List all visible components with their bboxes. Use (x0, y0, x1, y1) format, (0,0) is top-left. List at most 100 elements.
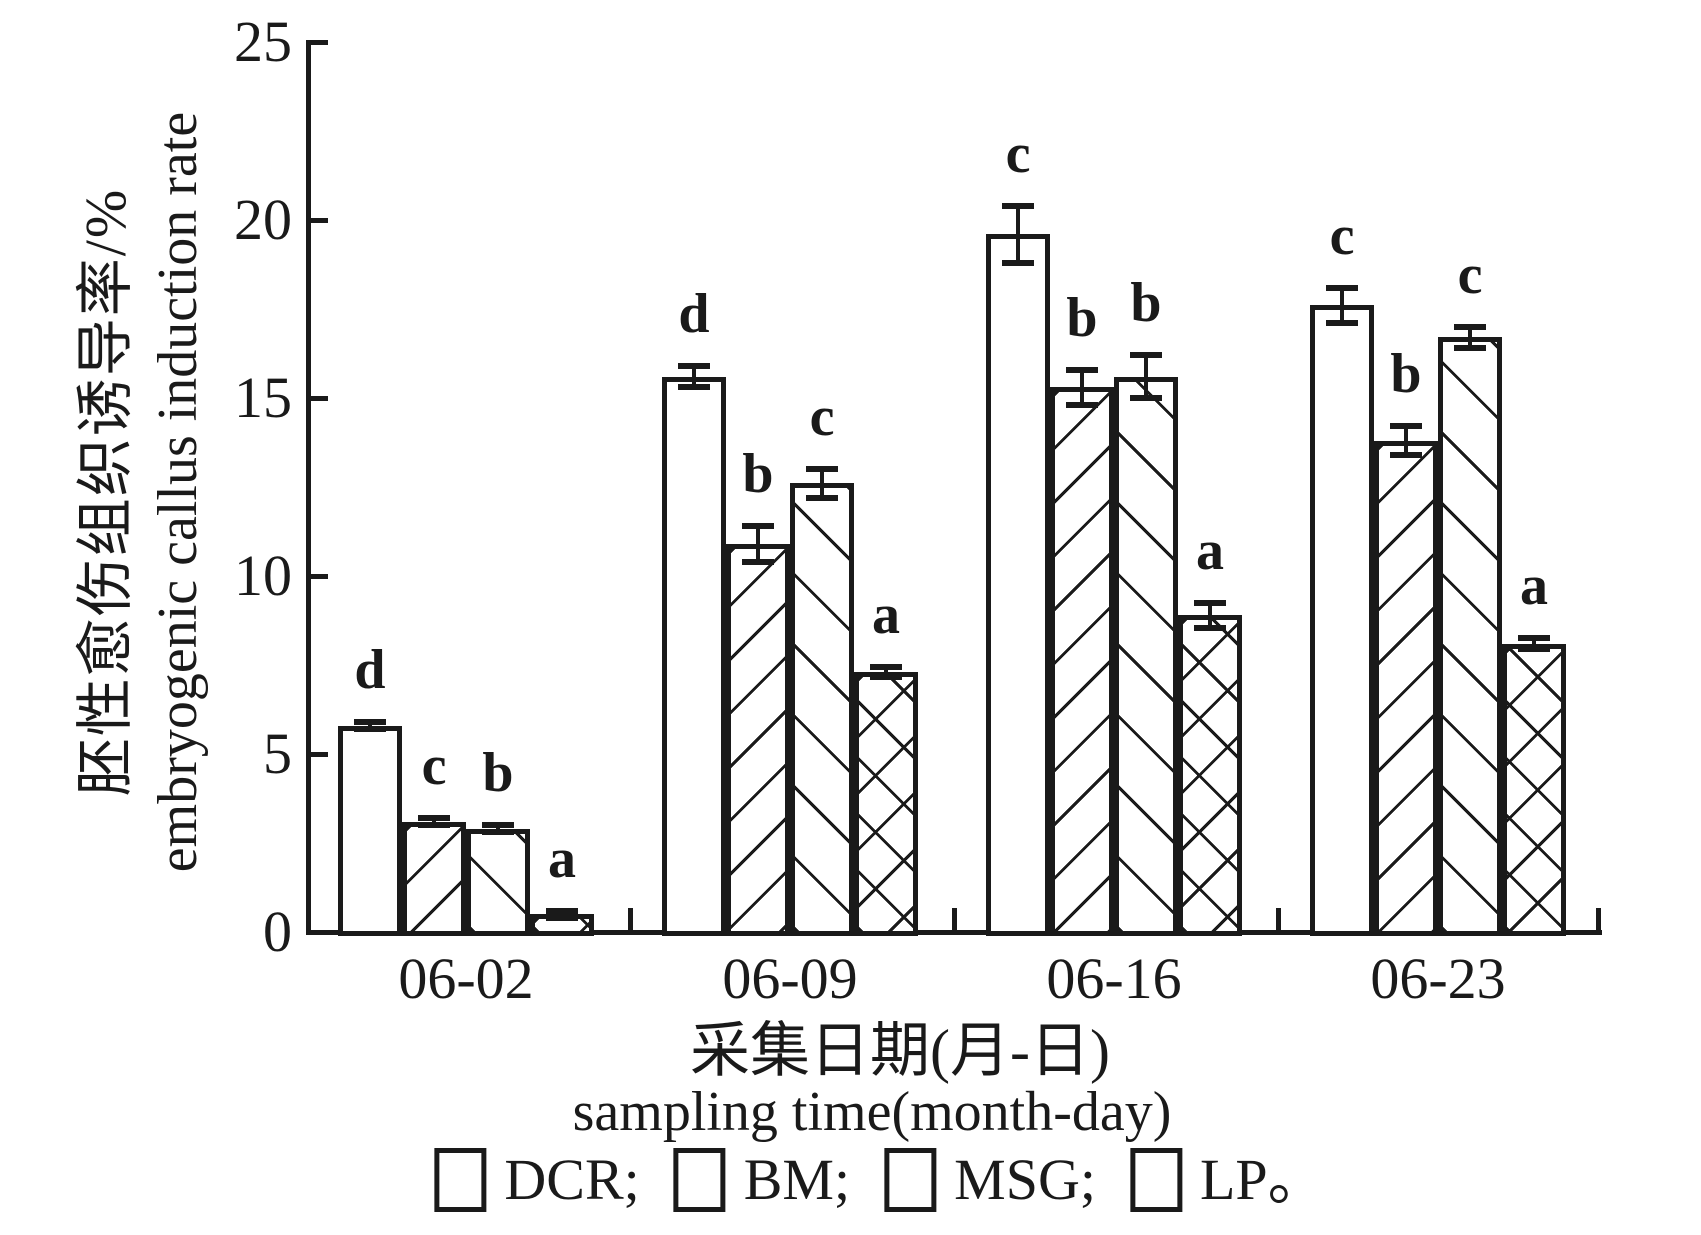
error-bar-cap (1518, 635, 1550, 642)
error-bar-cap (870, 674, 902, 681)
error-bar-stem (368, 721, 372, 730)
error-bar-cap (482, 822, 514, 829)
error-bar-stem (496, 825, 500, 833)
sig-letter: c (1005, 122, 1031, 185)
error-bar-cap (1130, 352, 1162, 359)
legend-label-BM: BM; (743, 1147, 851, 1212)
error-bar-cap (678, 384, 710, 391)
x-axis-title-en: sampling time(month-day) (572, 1081, 1172, 1143)
bar-BM-06-09 (726, 543, 790, 936)
legend: DCR; BM; MSG; LP。 (434, 1147, 1326, 1212)
bar-DCR-06-09 (662, 376, 726, 936)
error-bar-stem (1468, 326, 1472, 349)
error-bar-cap (742, 523, 774, 530)
sig-letter: d (678, 282, 710, 345)
bar-MSG-06-23 (1438, 337, 1502, 936)
x-axis-tick (952, 908, 957, 932)
sig-letter: c (1457, 243, 1483, 306)
y-tick (311, 396, 328, 401)
x-axis-tick (1596, 908, 1601, 932)
legend-swatch-MSG (884, 1148, 937, 1212)
error-bar-stem (1340, 287, 1344, 324)
error-bar-cap (418, 822, 450, 829)
error-bar-stem (1080, 369, 1084, 406)
error-bar-cap (1002, 202, 1034, 209)
sig-letter: b (1066, 286, 1098, 349)
error-bar-stem (432, 818, 436, 826)
y-axis-title-en: embryogenic callus induction rate (147, 111, 209, 873)
y-tick (311, 930, 328, 935)
sig-letter: c (809, 386, 835, 449)
sig-letter: d (354, 638, 386, 701)
error-bar-cap (1390, 423, 1422, 430)
error-bar-cap (1326, 320, 1358, 327)
x-axis-title-zh: 采集日期(月-日) (690, 1018, 1110, 1084)
y-axis-title-zh: 胚性愈伤组织诱导率/% (73, 187, 138, 797)
error-bar-cap (1518, 645, 1550, 652)
error-bar-cap (1194, 624, 1226, 631)
error-bar-stem (884, 666, 888, 678)
error-bar-cap (870, 663, 902, 670)
bar-DCR-06-23 (1310, 305, 1374, 936)
bar-LP-06-23 (1502, 643, 1566, 936)
error-bar-stem (692, 365, 696, 388)
sig-letter: b (742, 443, 774, 506)
legend-item-DCR: DCR; (434, 1147, 640, 1212)
error-bar-cap (1130, 395, 1162, 401)
y-tick-label: 15 (234, 365, 292, 430)
x-axis-tick (628, 908, 633, 932)
legend-item-LP: LP。 (1129, 1148, 1326, 1212)
error-bar-cap (1194, 599, 1226, 606)
y-tick-label: 20 (234, 187, 292, 252)
legend-swatch-DCR (434, 1148, 487, 1212)
sig-letter: b (1130, 272, 1162, 335)
error-bar-cap (806, 494, 838, 501)
error-bar-cap (482, 829, 514, 836)
error-bar-cap (742, 558, 774, 565)
sig-letter: b (1390, 343, 1422, 406)
bar-BM-06-16 (1050, 387, 1114, 936)
y-tick (311, 752, 328, 757)
bar-MSG-06-09 (790, 483, 854, 936)
bar-BM-06-02 (402, 821, 466, 936)
error-bar-cap (1066, 366, 1098, 373)
sig-letter: c (1329, 204, 1355, 267)
error-bar-cap (418, 815, 450, 822)
error-bar-stem (756, 526, 760, 562)
x-category-label: 06-02 (398, 946, 534, 1011)
y-tick (311, 574, 328, 579)
error-bar-cap (1454, 345, 1486, 352)
y-tick-label: 0 (263, 899, 292, 964)
y-tick (311, 40, 328, 45)
error-bar-cap (354, 718, 386, 725)
y-tick-label: 5 (263, 721, 292, 786)
bar-DCR-06-02 (338, 725, 402, 936)
sig-letter: c (421, 735, 447, 798)
sig-letter: a (548, 827, 576, 890)
x-category-label: 06-23 (1370, 946, 1506, 1011)
y-tick (311, 218, 328, 223)
error-bar-cap (806, 466, 838, 473)
y-axis (306, 40, 311, 935)
error-bar-stem (1532, 638, 1536, 649)
bar-MSG-06-02 (466, 828, 530, 936)
error-bar-stem (1404, 426, 1408, 455)
error-bar-stem (1208, 602, 1212, 628)
x-category-label: 06-16 (1046, 946, 1182, 1011)
legend-swatch-LP (1129, 1148, 1182, 1212)
bar-DCR-06-16 (986, 234, 1050, 936)
legend-label-DCR: DCR; (504, 1147, 640, 1212)
sig-letter: a (1196, 519, 1224, 582)
error-bar-stem (560, 910, 564, 918)
error-bar-stem (820, 469, 824, 498)
error-bar-cap (1066, 402, 1098, 409)
sig-letter: b (482, 742, 514, 805)
bar-MSG-06-16 (1114, 376, 1178, 936)
sig-letter: a (1520, 555, 1548, 618)
legend-swatch-BM (673, 1148, 726, 1212)
error-bar-cap (1326, 284, 1358, 291)
x-axis (306, 930, 1602, 935)
y-tick-label: 25 (234, 9, 292, 74)
legend-item-BM: BM; (673, 1147, 851, 1212)
